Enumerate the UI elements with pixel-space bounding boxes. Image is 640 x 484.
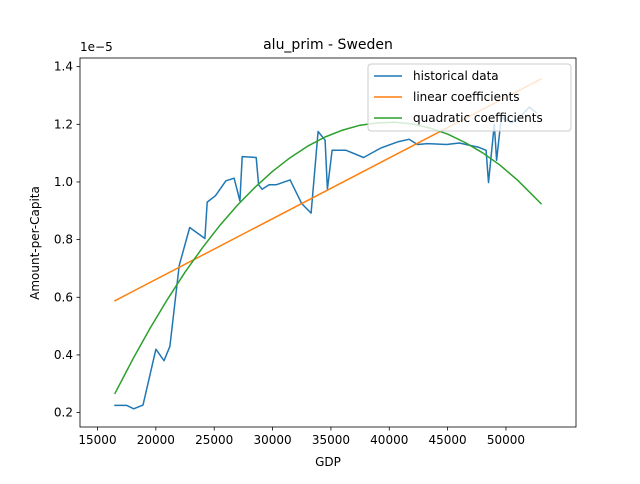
x-tick-label: 15000 (78, 433, 116, 447)
y-tick-label: 1.4 (54, 60, 73, 74)
y-tick-label: 0.8 (54, 233, 73, 247)
y-tick-label: 1.0 (54, 175, 73, 189)
legend-label-1: linear coefficients (413, 90, 520, 104)
legend-label-0: historical data (413, 69, 499, 83)
y-axis-label: Amount-per-Capita (28, 186, 42, 300)
y-tick-label: 0.6 (54, 290, 73, 304)
x-axis-label: GDP (315, 455, 341, 469)
x-tick-label: 40000 (370, 433, 408, 447)
y-tick-label: 1.2 (54, 117, 73, 131)
series-line-2 (113, 121, 543, 395)
legend-box (367, 63, 572, 132)
x-tick-label: 20000 (137, 433, 175, 447)
plot-frame (79, 57, 577, 428)
x-tick-label: 25000 (195, 433, 233, 447)
axes-layer: 15000 20000 25000 30000 35000 40000 45000 50000… (54, 57, 577, 447)
x-tick-label: 50000 (487, 433, 525, 447)
y-offset-label: 1e−5 (80, 40, 113, 54)
legend: historical data linear coefficients quadra… (367, 63, 572, 132)
legend-label-2: quadratic coefficients (413, 111, 543, 125)
chart-title: alu_prim - Sweden (263, 37, 393, 53)
y-tick-label: 0.2 (54, 406, 73, 420)
x-tick-label: 45000 (429, 433, 467, 447)
x-tick-label: 35000 (312, 433, 350, 447)
y-tick-label: 0.4 (54, 348, 73, 362)
x-tick-label: 30000 (253, 433, 291, 447)
